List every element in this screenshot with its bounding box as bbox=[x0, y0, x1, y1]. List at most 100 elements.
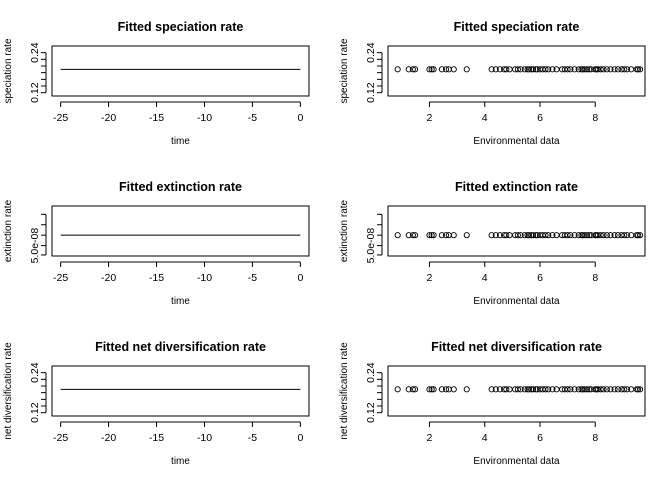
data-point bbox=[583, 66, 591, 73]
data-point bbox=[586, 386, 593, 393]
data-point bbox=[517, 232, 524, 239]
data-point bbox=[442, 232, 450, 239]
data-point bbox=[450, 66, 457, 73]
data-point bbox=[442, 386, 450, 393]
chart-title: Fitted speciation rate bbox=[454, 20, 580, 34]
data-point bbox=[409, 232, 416, 239]
data-point bbox=[428, 232, 435, 239]
data-point bbox=[503, 66, 510, 73]
data-point bbox=[607, 386, 614, 393]
x-tick-label: -25 bbox=[53, 272, 68, 284]
data-point bbox=[394, 232, 401, 239]
x-tick-label: -15 bbox=[149, 272, 164, 284]
y-axis-label: speciation rate bbox=[3, 38, 14, 103]
data-point bbox=[450, 386, 457, 393]
data-point bbox=[528, 66, 535, 73]
x-tick-label: -15 bbox=[149, 112, 164, 124]
data-point bbox=[600, 232, 607, 239]
x-tick-label: -20 bbox=[101, 112, 116, 124]
panel-5: Fitted net diversification rate -25 -20 -15… bbox=[3, 340, 310, 467]
data-point bbox=[571, 386, 578, 393]
x-tick-label: 8 bbox=[592, 112, 598, 124]
plot-frame bbox=[51, 205, 310, 257]
data-point bbox=[528, 386, 535, 393]
data-point bbox=[567, 232, 574, 239]
data-point bbox=[426, 66, 433, 73]
plot-frame bbox=[387, 205, 646, 257]
x-tick-label: 6 bbox=[537, 112, 543, 124]
panel-6: Fitted net diversification rate 2 4 6 8 0.12 0… bbox=[339, 340, 646, 467]
data-point bbox=[603, 386, 610, 393]
data-point bbox=[549, 232, 556, 239]
data-point bbox=[530, 66, 537, 73]
data-point bbox=[564, 66, 571, 73]
data-point bbox=[586, 232, 593, 239]
data-point bbox=[607, 66, 614, 73]
data-point bbox=[521, 66, 528, 73]
data-point bbox=[521, 232, 528, 239]
data-point bbox=[636, 386, 644, 393]
y-tick-label: 0.12 bbox=[365, 402, 377, 423]
x-tick-label: 4 bbox=[482, 432, 488, 444]
data-point bbox=[571, 66, 578, 73]
data-point bbox=[412, 232, 419, 239]
data-point bbox=[488, 66, 495, 73]
data-point bbox=[603, 66, 610, 73]
plot-frame bbox=[51, 45, 310, 97]
data-point bbox=[564, 232, 571, 239]
data-point bbox=[545, 232, 552, 239]
x-axis-label: Environmental data bbox=[473, 136, 560, 147]
x-axis-label: Environmental data bbox=[473, 456, 560, 467]
data-point bbox=[506, 386, 513, 393]
data-point bbox=[621, 386, 628, 393]
x-tick-label: 2 bbox=[427, 112, 433, 124]
chart-title: Fitted net diversification rate bbox=[95, 340, 266, 354]
x-tick-label: 4 bbox=[482, 272, 488, 284]
data-point bbox=[621, 66, 628, 73]
x-tick-label: -10 bbox=[197, 272, 212, 284]
data-point bbox=[597, 232, 604, 239]
data-point bbox=[496, 386, 503, 393]
data-point bbox=[525, 232, 532, 239]
data-point bbox=[564, 386, 571, 393]
data-point bbox=[635, 386, 642, 393]
data-point bbox=[438, 232, 445, 239]
data-point bbox=[607, 232, 614, 239]
data-point bbox=[586, 66, 593, 73]
data-point bbox=[530, 232, 537, 239]
data-point bbox=[545, 66, 552, 73]
panel-1: Fitted speciation rate -25 -20 -15 -10 -5 0 0.1… bbox=[3, 20, 310, 147]
data-point bbox=[549, 66, 556, 73]
x-tick-label: 6 bbox=[537, 432, 543, 444]
data-point bbox=[545, 386, 552, 393]
y-tick-label: 5.0e-08 bbox=[29, 228, 41, 264]
data-point bbox=[636, 66, 644, 73]
y-axis-label: extinction rate bbox=[3, 199, 14, 262]
x-tick-label: 2 bbox=[427, 272, 433, 284]
x-tick-label: 8 bbox=[592, 272, 598, 284]
data-point bbox=[492, 232, 499, 239]
data-point bbox=[496, 232, 503, 239]
data-point bbox=[405, 232, 412, 239]
data-point bbox=[438, 386, 445, 393]
data-point bbox=[488, 232, 495, 239]
data-point bbox=[506, 66, 513, 73]
data-point bbox=[614, 66, 621, 73]
data-point bbox=[496, 66, 503, 73]
data-point bbox=[623, 386, 631, 393]
data-point bbox=[463, 66, 470, 73]
data-point bbox=[567, 386, 574, 393]
data-point bbox=[567, 66, 574, 73]
data-point bbox=[525, 386, 532, 393]
x-tick-label: -25 bbox=[53, 432, 68, 444]
y-axis-label: extinction rate bbox=[339, 199, 350, 262]
x-tick-label: 0 bbox=[297, 272, 303, 284]
data-point bbox=[492, 66, 499, 73]
data-point bbox=[583, 386, 591, 393]
data-point bbox=[412, 386, 419, 393]
x-tick-label: -5 bbox=[248, 272, 257, 284]
x-tick-label: -5 bbox=[248, 432, 257, 444]
data-point bbox=[581, 66, 588, 73]
data-point bbox=[575, 66, 582, 73]
